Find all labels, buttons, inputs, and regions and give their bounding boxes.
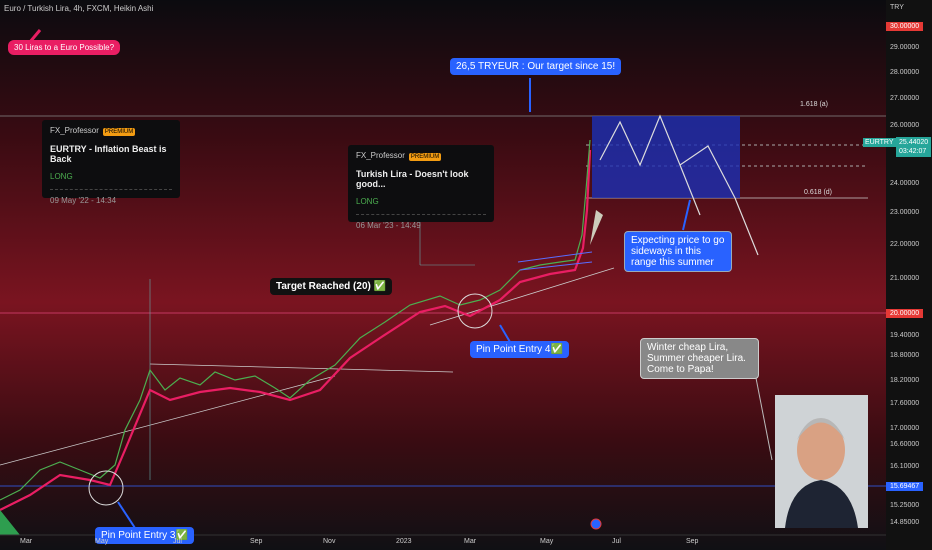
- time-label: Sep: [250, 538, 263, 545]
- time-label: 2023: [396, 538, 412, 545]
- price-label: 18.80000: [890, 352, 920, 359]
- annotation: Pin Point Entry 3✅: [95, 527, 194, 544]
- price-label: 16.10000: [890, 463, 920, 470]
- time-label: Jul: [173, 538, 182, 545]
- price-label: 15.25000: [890, 502, 920, 509]
- price-label: 26.00000: [890, 122, 920, 129]
- time-label: Sep: [686, 538, 699, 545]
- price-label: 21.00000: [890, 275, 920, 282]
- time-label: May: [540, 538, 554, 545]
- idea-title: EURTRY - Inflation Beast is Back: [50, 144, 167, 164]
- price-label: 28.00000: [890, 69, 920, 76]
- chart-canvas: [0, 29, 886, 536]
- price-tag-symbol: EURTRY: [863, 138, 896, 147]
- price-label: 23.00000: [890, 209, 920, 216]
- price-label: 18.20000: [890, 377, 920, 384]
- annotation: Target Reached (20) ✅: [270, 278, 393, 295]
- author: FX_Professor: [50, 126, 99, 135]
- direction: LONG: [356, 197, 379, 206]
- idea-card[interactable]: FX_Professor PREMIUM EURTRY - Inflation B…: [42, 120, 180, 205]
- time-label: Jul: [612, 538, 621, 545]
- symbol-header: Euro / Turkish Lira, 4h, FXCM, Heikin As…: [4, 4, 154, 13]
- annotation: Winter cheap Lira, Summer cheaper Lira. …: [640, 338, 759, 379]
- annotation: 26,5 TRYEUR : Our target since 15!: [450, 58, 622, 75]
- annotation: Expecting price to go sideways in this r…: [624, 231, 732, 272]
- price-label: 24.00000: [890, 180, 920, 187]
- idea-date: 09 May '22 - 14:34: [50, 189, 172, 205]
- price: 25.44020: [899, 139, 929, 146]
- annotation: 30 Liras to a Euro Possible?: [8, 40, 121, 55]
- price-axis: TRY 30.00000 29.00000 28.00000 27.00000 26.0…: [886, 0, 932, 550]
- time-label: Nov: [323, 538, 336, 545]
- price-label: 17.00000: [890, 425, 920, 432]
- countdown: 03:42:07: [899, 148, 927, 155]
- annotation: Pin Point Entry 4✅: [470, 341, 569, 358]
- direction: LONG: [50, 172, 73, 181]
- price-label: 16.60000: [890, 441, 920, 448]
- idea-title: Turkish Lira - Doesn't look good...: [356, 169, 469, 189]
- idea-date: 06 Mar '23 - 14:49: [356, 214, 486, 230]
- author: FX_Professor: [356, 151, 405, 160]
- price-label: 22.00000: [890, 241, 920, 248]
- price-label: 20.00000: [886, 309, 924, 318]
- price-tag: 25.44020 03:42:07: [896, 137, 932, 157]
- fib-label: 1.618 (a): [800, 101, 829, 108]
- time-label: Mar: [464, 538, 477, 545]
- time-label: Mar: [20, 538, 33, 545]
- badge: PREMIUM: [102, 128, 136, 136]
- price-label: 14.85000: [890, 519, 920, 526]
- price-label: 17.60000: [890, 400, 920, 407]
- badge: PREMIUM: [408, 153, 442, 161]
- time-label: May: [95, 538, 109, 545]
- currency: TRY: [890, 4, 904, 11]
- price-label: 29.00000: [890, 44, 920, 51]
- idea-card[interactable]: FX_Professor PREMIUM Turkish Lira - Doesn…: [348, 145, 494, 230]
- price-label: 30.00000: [886, 22, 924, 31]
- price-label: 19.40000: [890, 332, 920, 339]
- fib-label: 0.618 (d): [804, 189, 833, 196]
- price-label: 27.00000: [890, 95, 920, 102]
- price-label: 15.69467: [886, 482, 924, 491]
